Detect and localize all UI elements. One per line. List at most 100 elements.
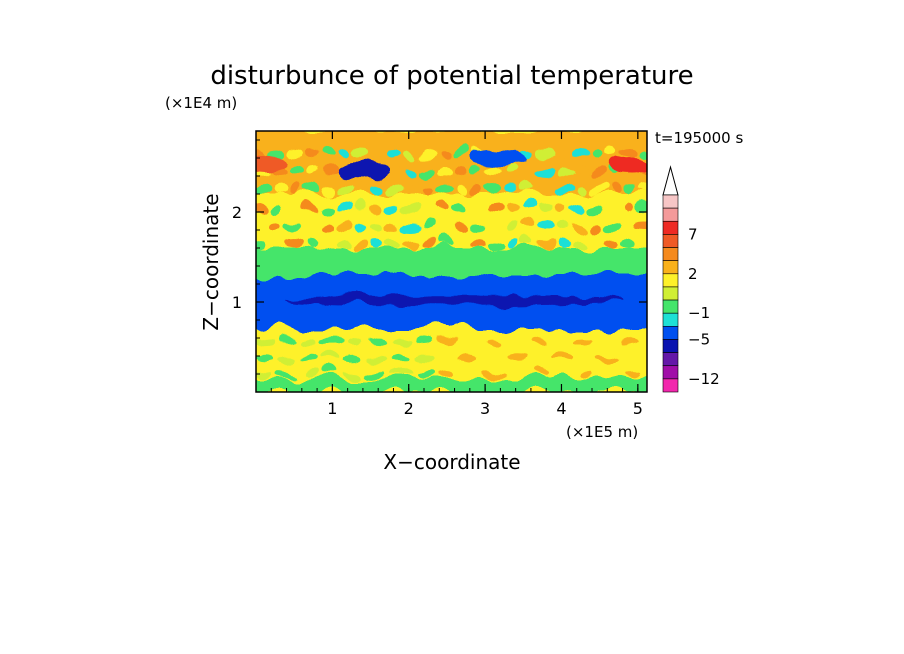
wave-cell-72 <box>454 239 469 248</box>
wave-cell-165 <box>415 370 434 378</box>
wave-cell-138 <box>639 239 647 248</box>
contour-field <box>256 131 647 392</box>
wave-cell-188 <box>575 338 594 346</box>
wave-cell-108 <box>555 239 570 248</box>
wave-cell-71 <box>437 149 452 158</box>
wave-cell-137 <box>622 149 637 158</box>
wave-cell-132 <box>622 239 637 248</box>
wave-cell-191 <box>598 338 617 346</box>
wave-cell-41 <box>353 149 368 158</box>
wave-cell-115 <box>572 221 587 230</box>
wave-cell-122 <box>588 203 603 212</box>
wave-cell-82 <box>471 167 486 176</box>
wave-cell-159 <box>369 370 388 378</box>
wave-cell-131 <box>605 149 620 158</box>
field-band-5 <box>256 131 647 194</box>
wave-cell-144 <box>256 370 273 378</box>
wave-cell-9 <box>269 185 284 194</box>
wave-cell-56 <box>404 203 419 212</box>
wave-cell-172 <box>460 354 479 362</box>
wave-cell-106 <box>538 167 553 176</box>
x-tick-label: 4 <box>556 399 566 418</box>
wave-cell-176 <box>483 338 502 346</box>
wave-cell-17 <box>286 149 301 158</box>
wave-cell-67 <box>437 221 452 230</box>
wave-cell-81 <box>471 185 486 194</box>
wave-cell-1 <box>256 221 267 230</box>
colorbar-swatch <box>662 207 679 222</box>
wave-cell-166 <box>415 354 434 362</box>
wave-cell-47 <box>370 149 385 158</box>
wave-cell-26 <box>320 203 335 212</box>
wave-cell-168 <box>437 370 456 378</box>
colorbar-swatch <box>662 220 679 235</box>
wave-cell-109 <box>555 221 570 230</box>
wave-cell-91 <box>504 221 519 230</box>
colorbar-swatch <box>662 365 679 380</box>
wave-cell-128 <box>605 203 620 212</box>
wave-cell-3 <box>256 185 267 194</box>
wave-cell-21 <box>303 185 318 194</box>
wave-cell-147 <box>277 370 296 378</box>
wave-cell-171 <box>460 370 479 378</box>
wave-cell-96 <box>521 239 536 248</box>
wave-cell-160 <box>369 354 388 362</box>
wave-cell-13 <box>286 221 301 230</box>
colorbar-swatch <box>662 273 679 288</box>
wave-cell-80 <box>471 203 486 212</box>
wave-cell-65 <box>420 149 435 158</box>
wave-cell-87 <box>488 185 503 194</box>
wave-cell-114 <box>572 239 587 248</box>
wave-cell-190 <box>598 354 617 362</box>
wave-cell-16 <box>286 167 301 176</box>
wave-cell-32 <box>336 203 351 212</box>
wave-cell-75 <box>454 185 469 194</box>
wave-cell-141 <box>639 185 647 194</box>
wave-cell-102 <box>538 239 553 248</box>
colorbar-swatch <box>662 312 679 327</box>
wave-cell-178 <box>506 354 525 362</box>
wave-cell-57 <box>404 185 419 194</box>
wave-cell-77 <box>454 149 469 158</box>
colorbar-swatch <box>662 234 679 248</box>
wave-cell-7 <box>269 221 284 230</box>
wave-cell-119 <box>572 149 587 158</box>
wave-cell-120 <box>588 239 603 248</box>
colorbar-tick-label: 7 <box>688 225 698 243</box>
wave-cell-175 <box>483 354 502 362</box>
wave-cell-179 <box>506 338 525 346</box>
colorbar-swatch <box>662 326 679 340</box>
wave-cell-124 <box>588 167 603 176</box>
wave-cell-45 <box>370 185 385 194</box>
wave-cell-58 <box>404 167 419 176</box>
colorbar-swatch <box>662 352 679 367</box>
plot-frame <box>255 130 648 393</box>
wave-cell-183 <box>552 370 571 378</box>
wave-cell-103 <box>538 221 553 230</box>
colorbar-tick-label: −5 <box>688 330 710 348</box>
wave-cell-161 <box>369 338 388 346</box>
wave-cell-59 <box>404 149 419 158</box>
wave-cell-36 <box>353 239 368 248</box>
wave-cell-154 <box>323 354 342 362</box>
wave-cell-73 <box>454 221 469 230</box>
wave-cell-30 <box>336 239 351 248</box>
wave-cell-163 <box>392 354 411 362</box>
colorbar-swatch <box>662 247 679 261</box>
wave-cell-156 <box>346 370 365 378</box>
wave-cell-181 <box>529 354 548 362</box>
wave-cell-74 <box>454 203 469 212</box>
wave-cell-164 <box>392 338 411 346</box>
colorbar-tick-label: −12 <box>688 370 720 388</box>
wave-cell-187 <box>575 354 594 362</box>
wave-cell-79 <box>471 221 486 230</box>
y-tick-label: 1 <box>232 293 242 312</box>
wave-cell-185 <box>552 338 571 346</box>
wave-cell-127 <box>605 221 620 230</box>
wave-cell-151 <box>300 354 319 362</box>
wave-cell-169 <box>437 354 456 362</box>
wave-cell-84 <box>488 239 503 248</box>
feature-max-2 <box>256 153 286 172</box>
wave-cell-140 <box>639 203 647 212</box>
